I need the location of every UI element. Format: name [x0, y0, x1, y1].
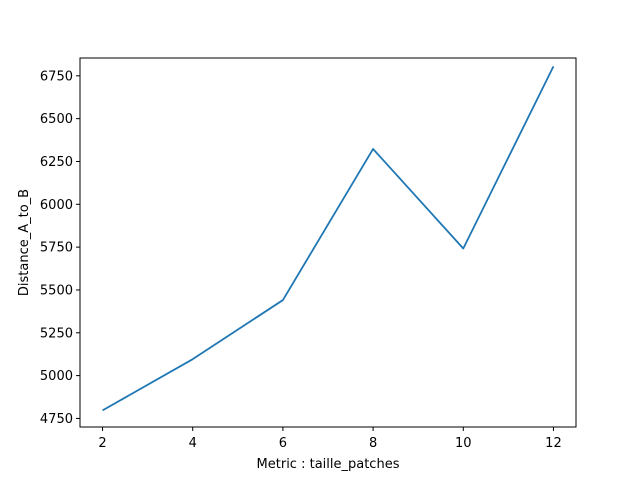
y-axis-ticks: 4750 5000 5250 5500 5750 6000 6250 6500 6750	[40, 69, 80, 427]
y-tick-label: 6000	[40, 198, 73, 213]
y-tick-label: 4750	[40, 412, 73, 427]
y-tick-label: 5500	[40, 283, 73, 298]
y-tick-label: 6250	[40, 155, 73, 170]
y-tick-label: 5750	[40, 241, 73, 256]
x-tick-label: 4	[189, 436, 197, 451]
plot-frame	[79, 57, 577, 428]
y-tick-label: 5250	[40, 326, 73, 341]
y-tick-label: 6500	[40, 112, 73, 127]
x-axis-ticks: 2 4 6 8 10 12	[98, 427, 562, 451]
y-tick-label: 6750	[40, 69, 73, 84]
x-tick-label: 6	[279, 436, 287, 451]
y-tick-label: 5000	[40, 369, 73, 384]
x-tick-label: 10	[455, 436, 472, 451]
x-tick-label: 2	[98, 436, 106, 451]
plot-area	[80, 58, 576, 427]
x-tick-label: 8	[369, 436, 377, 451]
x-tick-label: 12	[545, 436, 562, 451]
x-axis-label: Metric : taille_patches	[257, 457, 400, 472]
series-line	[102, 65, 555, 412]
y-axis-label: Distance_A_to_B	[17, 189, 32, 296]
